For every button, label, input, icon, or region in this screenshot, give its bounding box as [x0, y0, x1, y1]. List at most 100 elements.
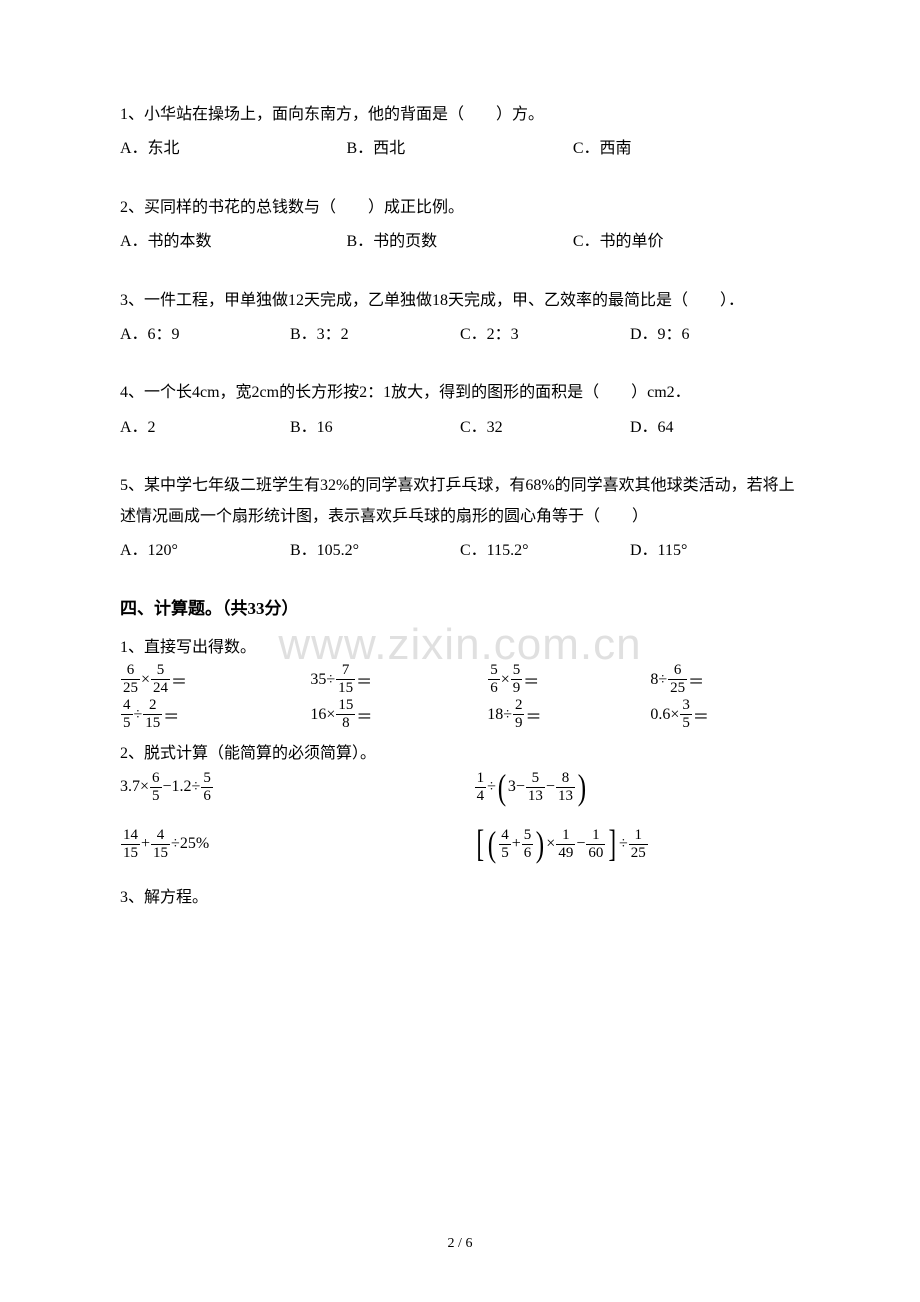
frac-num: 15 [336, 698, 355, 714]
frac-num: 6 [668, 663, 687, 679]
q1-opt-c: C．西南 [573, 134, 799, 164]
frac-num: 5 [488, 663, 500, 679]
op-eq: ＝ [693, 703, 709, 727]
sub2-title: 2、脱式计算（能简算的必须简算）。 [120, 739, 800, 763]
q5-options: A．120° B．105.2° C．115.2° D．115° [120, 536, 800, 566]
frac-num: 2 [513, 698, 525, 714]
frac-den: 5 [121, 714, 133, 731]
frac-den: 5 [150, 787, 162, 804]
q2-opt-c: C．书的单价 [573, 227, 799, 257]
frac-num: 8 [556, 771, 575, 787]
expr-row-2: 1415 + 415 ÷25% [ ( 45 + 56 ) × 149 − 16… [120, 825, 800, 863]
frac-den: 6 [522, 844, 534, 861]
calc-2-2: 16× 158 ＝ [310, 698, 487, 731]
q2-text: 2、买同样的书花的总钱数与（ ）成正比例。 [120, 193, 800, 223]
q5-opt-c: C．115.2° [460, 536, 630, 566]
calc-1-4: 8÷ 625 ＝ [650, 663, 800, 696]
expr-2: 14 ÷ ( 3− 513 − 813 ) [474, 769, 800, 805]
op-eq: ＝ [523, 668, 539, 692]
frac-den: 15 [151, 844, 170, 861]
page-number: 2 / 6 [448, 1236, 473, 1252]
calc-prefix: 0.6× [650, 706, 679, 724]
expr-num: 3− [508, 778, 525, 796]
expr-3: 1415 + 415 ÷25% [120, 828, 474, 861]
q5-text: 5、某中学七年级二班学生有32%的同学喜欢打乒乓球，有68%的同学喜欢其他球类活… [120, 471, 800, 532]
q4-opt-d: D．64 [630, 413, 800, 443]
frac-den: 60 [586, 844, 605, 861]
op-div: ÷ [134, 706, 143, 724]
q3-opt-d: D．9：6 [630, 320, 800, 350]
frac-num: 6 [121, 663, 140, 679]
expr-prefix: 3.7× [120, 778, 149, 796]
paren-right-icon: ) [536, 826, 544, 862]
op-eq: ＝ [356, 668, 372, 692]
q1-options: A．东北 B．西北 C．西南 [120, 134, 800, 164]
frac-num: 5 [201, 771, 213, 787]
frac-num: 5 [151, 663, 170, 679]
sub3-title: 3、解方程。 [120, 883, 800, 907]
op-mul: × [546, 835, 555, 853]
frac-num: 6 [150, 771, 162, 787]
frac-den: 6 [488, 679, 500, 696]
q4-opt-a: A．2 [120, 413, 290, 443]
op-div: ÷ [619, 835, 628, 853]
q2-opt-a: A．书的本数 [120, 227, 346, 257]
expr-row-1: 3.7× 65 −1.2÷ 56 14 ÷ ( 3− 513 − 813 ) [120, 769, 800, 805]
calc-2-4: 0.6× 35 ＝ [650, 698, 800, 731]
q2-options: A．书的本数 B．书的页数 C．书的单价 [120, 227, 800, 257]
frac-den: 25 [668, 679, 687, 696]
frac-den: 25 [121, 679, 140, 696]
question-4: 4、一个长4cm，宽2cm的长方形按2：1放大，得到的图形的面积是（ ）cm2．… [120, 378, 800, 443]
q4-options: A．2 B．16 C．32 D．64 [120, 413, 800, 443]
frac-num: 7 [336, 663, 355, 679]
frac-num: 1 [556, 828, 575, 844]
calc-row-1: 625 × 524 ＝ 35÷ 715 ＝ 56 × 59 ＝ 8÷ 625 ＝ [120, 663, 800, 696]
calc-prefix: 16× [310, 706, 335, 724]
calc-prefix: 18÷ [487, 706, 512, 724]
frac-num: 1 [475, 771, 487, 787]
q3-opt-a: A．6：9 [120, 320, 290, 350]
section-4-title: 四、计算题。（共33分） [120, 594, 800, 619]
frac-den: 13 [526, 787, 545, 804]
frac-num: 4 [121, 698, 133, 714]
op-mul: × [501, 671, 510, 689]
question-2: 2、买同样的书花的总钱数与（ ）成正比例。 A．书的本数 B．书的页数 C．书的… [120, 193, 800, 258]
bracket-right-icon: ] [609, 825, 617, 863]
frac-num: 3 [680, 698, 692, 714]
expr-1: 3.7× 65 −1.2÷ 56 [120, 771, 474, 804]
question-5: 5、某中学七年级二班学生有32%的同学喜欢打乒乓球，有68%的同学喜欢其他球类活… [120, 471, 800, 566]
expr-4: [ ( 45 + 56 ) × 149 − 160 ] ÷ 125 [474, 825, 800, 863]
q4-opt-c: C．32 [460, 413, 630, 443]
op-minus: − [576, 835, 585, 853]
op-plus: + [512, 835, 521, 853]
op-eq: ＝ [163, 703, 179, 727]
op-plus: + [141, 835, 150, 853]
q5-opt-d: D．115° [630, 536, 800, 566]
calc-prefix: 35÷ [310, 671, 335, 689]
calc-1-1: 625 × 524 ＝ [120, 663, 310, 696]
expr-mid: −1.2÷ [163, 778, 201, 796]
question-1: 1、小华站在操场上，面向东南方，他的背面是（ ）方。 A．东北 B．西北 C．西… [120, 100, 800, 165]
frac-den: 15 [143, 714, 162, 731]
frac-num: 4 [499, 828, 511, 844]
op-mul: × [141, 671, 150, 689]
frac-num: 1 [586, 828, 605, 844]
calc-1-3: 56 × 59 ＝ [487, 663, 650, 696]
calc-1-2: 35÷ 715 ＝ [310, 663, 487, 696]
frac-den: 8 [336, 714, 355, 731]
q4-opt-b: B．16 [290, 413, 460, 443]
q2-opt-b: B．书的页数 [346, 227, 572, 257]
calc-row-2: 45 ÷ 215 ＝ 16× 158 ＝ 18÷ 29 ＝ 0.6× 35 ＝ [120, 698, 800, 731]
frac-num: 14 [121, 828, 140, 844]
q3-opt-c: C．2：3 [460, 320, 630, 350]
q3-text: 3、一件工程，甲单独做12天完成，乙单独做18天完成，甲、乙效率的最简比是（ ）… [120, 286, 800, 316]
q5-opt-b: B．105.2° [290, 536, 460, 566]
frac-den: 24 [151, 679, 170, 696]
frac-den: 9 [511, 679, 523, 696]
q4-text: 4、一个长4cm，宽2cm的长方形按2：1放大，得到的图形的面积是（ ）cm2． [120, 378, 800, 408]
frac-den: 13 [556, 787, 575, 804]
frac-num: 5 [522, 828, 534, 844]
q3-options: A．6：9 B．3：2 C．2：3 D．9：6 [120, 320, 800, 350]
expr-tail: ÷25% [171, 835, 209, 853]
calc-2-3: 18÷ 29 ＝ [487, 698, 650, 731]
